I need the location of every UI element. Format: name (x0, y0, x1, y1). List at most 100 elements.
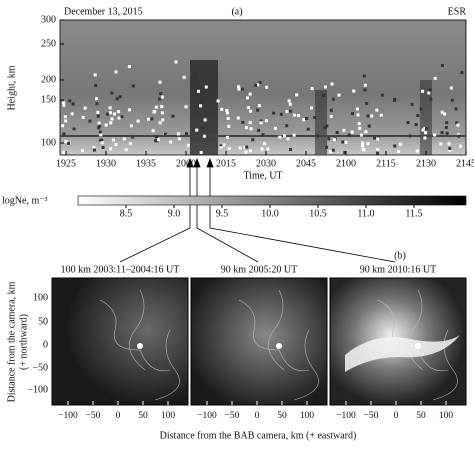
speckle (361, 144, 365, 148)
speckle (329, 114, 333, 118)
heatmap (59, 19, 467, 156)
speckle (99, 133, 103, 137)
speckle (163, 132, 167, 136)
speckle (297, 114, 301, 118)
speckle (416, 113, 420, 117)
speckle (226, 111, 230, 115)
x-tick-label: −100 (58, 411, 78, 421)
speckle (92, 146, 96, 150)
speckle (249, 127, 253, 131)
speckle (445, 121, 449, 125)
speckle (257, 128, 261, 132)
x-axis-label: Distance from the BAB camera, km (+ east… (160, 430, 357, 441)
colorbar-tick-label: 11.5 (405, 208, 422, 219)
speckle (455, 121, 459, 125)
speckle (92, 148, 96, 152)
speckle (117, 110, 121, 114)
speckle (104, 123, 108, 127)
speckle (245, 145, 249, 149)
x-tick-label: 100 (439, 411, 454, 421)
speckle (129, 124, 133, 128)
camera-image (51, 277, 189, 406)
x-tick-label: 2130 (416, 158, 436, 169)
speckle (366, 142, 370, 146)
speckle (246, 96, 250, 100)
speckle (127, 65, 131, 69)
speckle (449, 86, 453, 90)
speckle (246, 106, 250, 110)
speckle (433, 76, 437, 80)
x-tick-label: 1935 (136, 158, 156, 169)
speckle (195, 128, 199, 132)
speckle (288, 102, 292, 106)
speckle (70, 112, 74, 116)
speckle (94, 84, 98, 88)
speckle (106, 112, 110, 116)
speckle (225, 135, 229, 139)
colorbar-tick-label: 9.0 (168, 208, 181, 219)
speckle (257, 104, 261, 108)
speckle (68, 99, 72, 103)
camera-image (190, 277, 328, 406)
speckle (359, 133, 363, 137)
x-tick-label: −100 (336, 411, 356, 421)
speckle (237, 85, 241, 89)
speckle (216, 99, 220, 103)
speckle (274, 126, 278, 130)
speckle (177, 137, 181, 141)
speckle (445, 131, 449, 135)
speckle (114, 70, 118, 74)
speckle (81, 149, 85, 153)
site-marker (137, 343, 143, 349)
speckle (254, 83, 258, 87)
image-title: 90 km 2010:16 UT (360, 264, 436, 275)
speckle (414, 123, 418, 127)
speckle (440, 63, 444, 67)
speckle (362, 74, 366, 78)
speckle (199, 150, 203, 154)
y-tick-label: 0 (43, 339, 48, 350)
x-tick-label: 50 (277, 411, 287, 421)
x-tick-label: 50 (416, 411, 426, 421)
heatmap-band (190, 60, 218, 155)
speckle (288, 109, 292, 113)
speckle (460, 70, 464, 74)
x-tick-label: 1930 (96, 158, 116, 169)
speckle (109, 147, 113, 151)
speckle (364, 130, 368, 134)
speckle (124, 148, 128, 152)
speckle (428, 88, 432, 92)
speckle (264, 119, 268, 123)
speckle (450, 98, 454, 102)
x-tick-label: −50 (86, 411, 101, 421)
speckle (279, 112, 283, 116)
speckle (315, 134, 319, 138)
speckle (356, 113, 360, 117)
speckle (310, 87, 314, 91)
speckles (61, 60, 464, 155)
speckle (278, 135, 282, 139)
speckle (440, 131, 444, 135)
speckle (433, 133, 437, 137)
speckle (305, 117, 309, 121)
speckle (245, 126, 249, 130)
speckle (329, 108, 333, 112)
speckle (158, 97, 162, 101)
speckle (421, 128, 425, 132)
speckle (419, 107, 423, 111)
speckle (406, 121, 410, 125)
speckle (61, 124, 65, 128)
speckle (118, 95, 122, 99)
y-axis-label: Height, km (6, 65, 17, 110)
speckle (355, 107, 359, 111)
site-marker (276, 343, 282, 349)
speckle (295, 93, 299, 97)
colorbar-tick-label: 9.5 (216, 208, 229, 219)
colorbar (77, 195, 467, 206)
image-title: 90 km 2005:20 UT (221, 264, 297, 275)
speckle (302, 118, 306, 122)
speckle (109, 121, 113, 125)
speckle (361, 147, 365, 151)
x-tick-label: 0 (394, 411, 399, 421)
speckle (101, 145, 105, 149)
